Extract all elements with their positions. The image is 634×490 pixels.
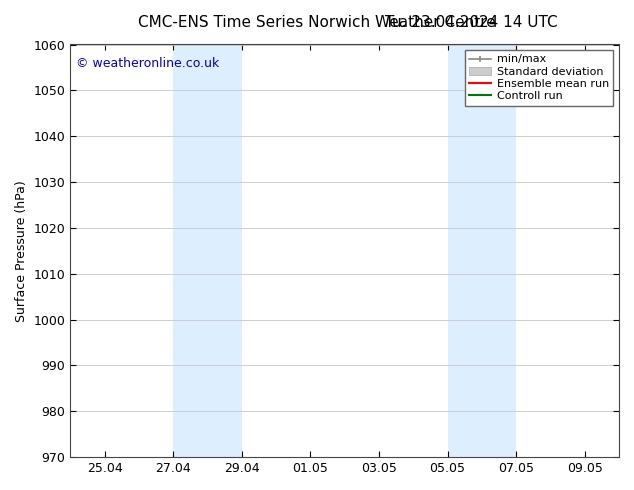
Text: Tu. 23.04.2024 14 UTC: Tu. 23.04.2024 14 UTC: [385, 15, 558, 30]
Legend: min/max, Standard deviation, Ensemble mean run, Controll run: min/max, Standard deviation, Ensemble me…: [465, 50, 614, 106]
Y-axis label: Surface Pressure (hPa): Surface Pressure (hPa): [15, 180, 28, 322]
Text: CMC-ENS Time Series Norwich Weather Centre: CMC-ENS Time Series Norwich Weather Cent…: [138, 15, 496, 30]
Bar: [448, 45, 516, 457]
Bar: [173, 45, 242, 457]
Text: © weatheronline.co.uk: © weatheronline.co.uk: [76, 57, 219, 70]
